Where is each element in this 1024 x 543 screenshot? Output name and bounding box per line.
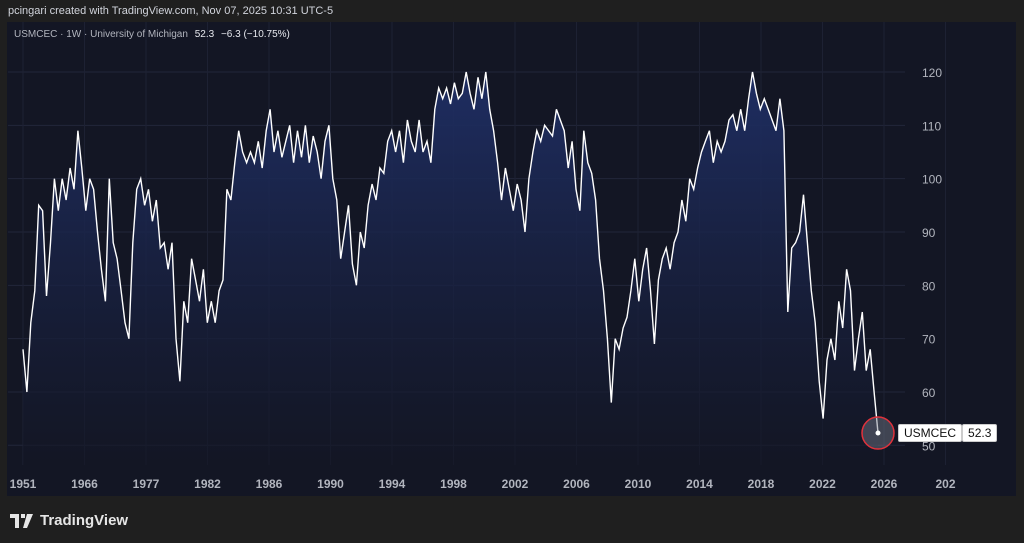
x-tick-label: 2006 bbox=[563, 477, 590, 491]
y-tick-label: 80 bbox=[922, 279, 936, 293]
last-point-dot bbox=[875, 430, 881, 436]
price-tag: USMCEC 52.3 bbox=[898, 424, 998, 442]
x-tick-label: 2010 bbox=[625, 477, 652, 491]
area-fill bbox=[23, 72, 878, 465]
symbol-info: USMCEC · 1W · University of Michigan bbox=[14, 29, 188, 40]
x-tick-label: 1990 bbox=[317, 477, 344, 491]
tradingview-logo[interactable]: TradingView bbox=[10, 512, 128, 529]
y-tick-label: 120 bbox=[922, 66, 942, 80]
x-tick-label: 1966 bbox=[71, 477, 98, 491]
chart-legend: USMCEC · 1W · University of Michigan 52.… bbox=[14, 29, 290, 40]
x-tick-label: 202 bbox=[935, 477, 955, 491]
x-tick-label: 1977 bbox=[133, 477, 160, 491]
tv-logo-icon bbox=[10, 513, 33, 528]
y-tick-label: 90 bbox=[922, 226, 936, 240]
x-tick-label: 2022 bbox=[809, 477, 836, 491]
x-tick-label: 2026 bbox=[871, 477, 898, 491]
x-tick-label: 1982 bbox=[194, 477, 221, 491]
price-tag-symbol: USMCEC bbox=[898, 424, 963, 442]
y-tick-label: 50 bbox=[922, 439, 936, 453]
x-tick-label: 1998 bbox=[440, 477, 467, 491]
x-tick-label: 1951 bbox=[10, 477, 37, 491]
y-axis: 120 110 100 90 80 70 60 50 bbox=[922, 66, 942, 453]
x-tick-label: 1986 bbox=[256, 477, 283, 491]
change-value: −6.3 (−10.75%) bbox=[220, 29, 290, 40]
x-tick-label: 2014 bbox=[686, 477, 713, 491]
y-tick-label: 60 bbox=[922, 386, 936, 400]
last-value: 52.3 bbox=[194, 29, 215, 40]
x-tick-label: 2018 bbox=[748, 477, 775, 491]
y-tick-label: 70 bbox=[922, 333, 936, 347]
y-tick-label: 100 bbox=[922, 173, 942, 187]
x-tick-label: 2002 bbox=[502, 477, 529, 491]
chart-credit: pcingari created with TradingView.com, N… bbox=[8, 5, 334, 17]
price-tag-value: 52.3 bbox=[962, 424, 998, 442]
brand-name: TradingView bbox=[40, 512, 129, 529]
x-axis: 1951 1966 1977 1982 1986 1990 1994 1998 2002 2006… bbox=[10, 477, 956, 491]
x-tick-label: 1994 bbox=[379, 477, 406, 491]
series-line bbox=[22, 71, 879, 434]
y-tick-label: 110 bbox=[922, 119, 941, 133]
